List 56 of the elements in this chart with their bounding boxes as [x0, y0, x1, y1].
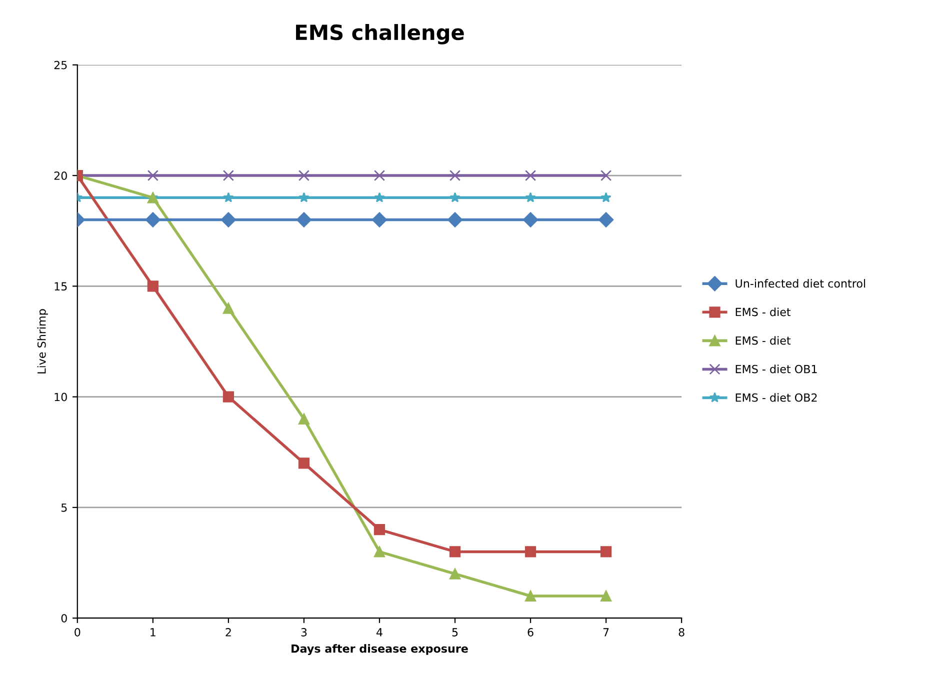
- y-tick-label: 0: [61, 614, 67, 622]
- y-tick-label: 5: [61, 504, 67, 512]
- point: [222, 170, 234, 182]
- point: [598, 212, 614, 228]
- chart-title: EMS challenge: [296, 24, 464, 44]
- y-tick-label: 10: [54, 392, 67, 402]
- point: [222, 302, 234, 314]
- point: [145, 212, 160, 228]
- y-tick-label: 15: [54, 282, 67, 291]
- y-tick-label: 25: [54, 60, 67, 70]
- point: [147, 280, 158, 292]
- legend-label: Un-infected diet control: [736, 279, 866, 288]
- point: [296, 212, 312, 228]
- point: [220, 212, 236, 228]
- point: [525, 192, 536, 202]
- point: [298, 192, 310, 202]
- x-tick-label: 2: [226, 628, 231, 636]
- x-tick-label: 3: [301, 628, 307, 636]
- point: [222, 391, 234, 402]
- y-tick-label: 20: [54, 172, 67, 180]
- point: [298, 413, 310, 425]
- x-tick-label: 8: [678, 628, 684, 636]
- legend-label: EMS - diet: [736, 336, 791, 345]
- point: [374, 546, 386, 558]
- point: [298, 458, 310, 469]
- point: [524, 546, 536, 558]
- point: [600, 192, 612, 202]
- point: [450, 192, 460, 202]
- x-tick-label: 7: [603, 628, 609, 636]
- x-tick-label: 5: [452, 628, 458, 636]
- point: [374, 192, 385, 202]
- point: [600, 546, 612, 558]
- point: [524, 590, 536, 602]
- x-axis-title: Days after disease exposure: [292, 644, 468, 655]
- point: [298, 170, 310, 182]
- point: [522, 212, 538, 228]
- legend-label: EMS - diet: [736, 308, 791, 316]
- legend-label: EMS - diet OB2: [736, 393, 817, 402]
- x-tick-label: 1: [150, 628, 156, 636]
- point: [449, 170, 461, 182]
- point: [372, 212, 388, 228]
- x-tick-label: 0: [74, 628, 80, 636]
- point: [449, 568, 461, 580]
- point: [223, 192, 234, 202]
- point: [600, 170, 612, 182]
- x-tick-label: 4: [376, 628, 382, 636]
- legend-label: EMS - diet OB1: [736, 364, 817, 374]
- point: [374, 524, 386, 536]
- point: [449, 546, 461, 558]
- point: [600, 590, 612, 602]
- x-tick-label: 6: [528, 628, 534, 636]
- point: [147, 170, 158, 182]
- y-axis-title: Live Shrimp: [37, 309, 48, 374]
- point: [524, 170, 536, 182]
- point: [447, 212, 463, 228]
- point: [374, 170, 386, 182]
